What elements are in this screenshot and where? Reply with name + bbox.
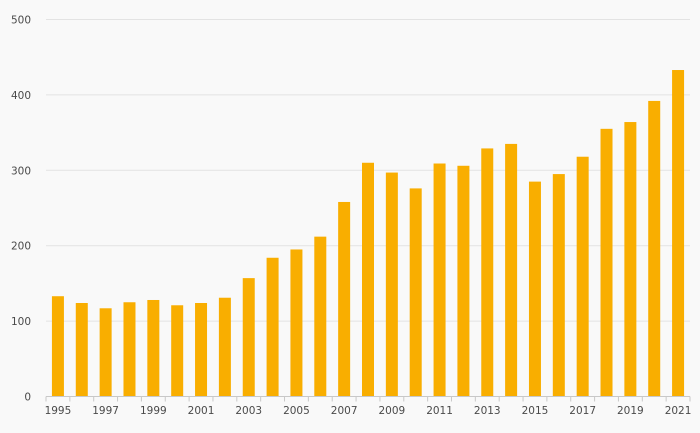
y-axis-tick-labels: 0 100 200 300 400 500	[11, 15, 31, 404]
bar-2020	[648, 100, 661, 397]
bar-2014	[505, 143, 518, 397]
x-tick-label: 2017	[569, 405, 596, 417]
x-axis-tick-labels: 1995 1997 1999 2001 2003 2005 2007 2009 2011 2013…	[45, 405, 692, 417]
bar-2004	[266, 257, 279, 397]
bar-2016	[552, 174, 565, 397]
bar-2019	[624, 122, 637, 397]
bar-2010	[409, 188, 422, 397]
y-tick-label: 300	[11, 165, 31, 177]
x-tick-label: 2011	[426, 405, 453, 417]
bar-2001	[195, 303, 208, 397]
bar-2000	[171, 305, 184, 397]
bar-2017	[576, 156, 589, 397]
x-tick-label: 2009	[378, 405, 405, 417]
bar-2006	[314, 236, 327, 397]
x-tick-label: 2021	[665, 405, 692, 417]
bar-1995	[51, 296, 64, 397]
x-tick-label: 2005	[283, 405, 310, 417]
bar-1997	[99, 308, 112, 397]
x-tick-label: 2001	[188, 405, 215, 417]
bar-1998	[123, 302, 136, 397]
x-tick-label: 2015	[522, 405, 549, 417]
x-tick-label: 1995	[45, 405, 72, 417]
y-tick-label: 500	[11, 15, 31, 27]
bar-2005	[290, 249, 303, 397]
bar-2008	[362, 162, 374, 397]
x-tick-label: 2003	[235, 405, 262, 417]
y-tick-label: 0	[24, 392, 31, 404]
bar-2015	[528, 181, 541, 397]
bar-2009	[385, 172, 398, 397]
bar-1996	[75, 303, 88, 397]
x-tick-label: 2019	[617, 405, 644, 417]
y-tick-label: 400	[11, 90, 31, 102]
bar-2007	[338, 201, 351, 397]
x-tick-label: 2007	[331, 405, 358, 417]
x-tick-label: 1997	[92, 405, 119, 417]
y-tick-label: 200	[11, 241, 31, 253]
x-tick-label: 1999	[140, 405, 167, 417]
x-tick-label: 2013	[474, 405, 501, 417]
x-axis	[45, 396, 691, 402]
bar-2021	[672, 70, 685, 397]
bar-2003	[242, 278, 255, 397]
bar-1999	[147, 299, 160, 397]
y-tick-label: 100	[11, 316, 31, 328]
bar-2012	[457, 165, 470, 397]
bars	[51, 70, 685, 397]
bar-2013	[481, 148, 494, 397]
bar-2002	[218, 297, 231, 397]
bar-2011	[433, 163, 446, 397]
bar-2018	[600, 128, 613, 397]
